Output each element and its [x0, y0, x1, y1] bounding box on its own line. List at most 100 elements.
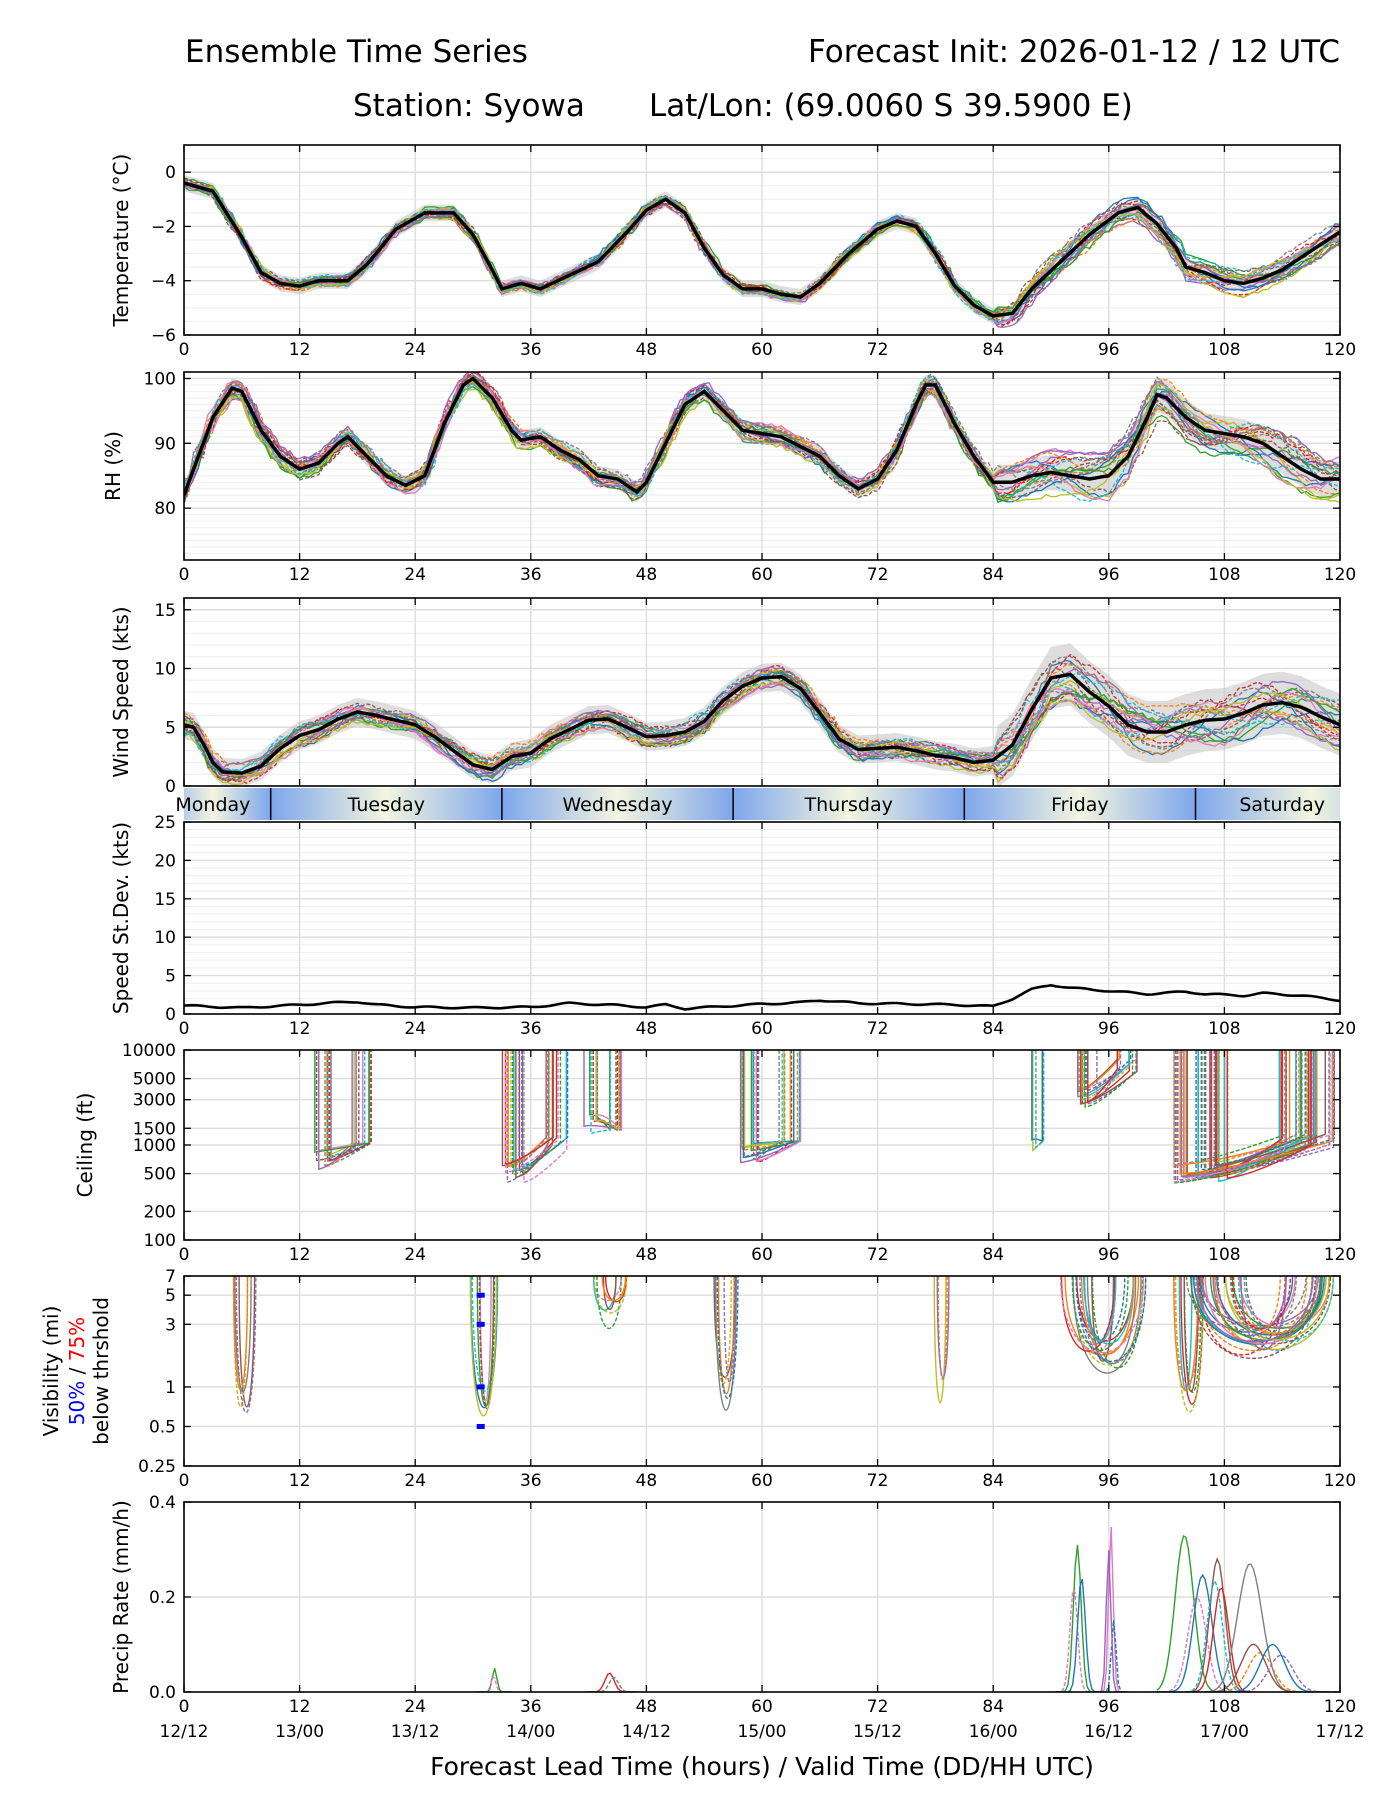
visibility-member-line [1178, 1276, 1193, 1391]
day-strip: Monday Tuesday Wednesday Thursday Friday Satu… [175, 788, 1340, 820]
x-tick-label: 96 [1098, 340, 1120, 360]
y-axis-label: Speed St.Dev. (kts) [109, 822, 133, 1014]
visibility-member-line [1224, 1276, 1327, 1334]
panel-wind: 15 10 5 0 Wind Speed (kts) [109, 597, 1341, 797]
visibility-member-line [936, 1276, 950, 1379]
x-tick-label: 108 [1208, 340, 1240, 360]
y-tick-label: 5 [165, 718, 176, 738]
x-tick-label: 108 [1208, 1471, 1240, 1491]
ensemble-member-line [184, 670, 1340, 780]
precip-member-line [1205, 1643, 1302, 1692]
y-axis-label: below thrshold [89, 1297, 113, 1445]
panel-speed_sd: 0 12 24 36 48 60 72 84 96 108 120 25 20 15 10 5 0 Speed S… [109, 813, 1356, 1039]
x-tick-label: 24 [404, 565, 426, 585]
ensemble-member-line [184, 681, 1340, 777]
y-axis-label: Visibility (mi) [39, 1306, 63, 1437]
visibility-member-line [717, 1276, 735, 1395]
ceiling-member-line [1176, 1050, 1335, 1181]
x-tick-label: 12 [289, 340, 311, 360]
ceiling-member-line [1226, 1050, 1312, 1179]
visibility-member-line [593, 1276, 628, 1314]
visibility-member-line [1071, 1276, 1129, 1352]
visibility-member-line [1080, 1276, 1135, 1355]
y-tick-label: 10 [154, 928, 176, 948]
x-tick-label: 108 [1208, 565, 1240, 585]
day-band [501, 788, 734, 820]
x-tick-label: 60 [751, 1471, 773, 1491]
visibility-member-line [714, 1276, 738, 1411]
ceiling-member-line [755, 1050, 802, 1162]
day-band [184, 788, 271, 820]
y-tick-label: 10000 [122, 1041, 176, 1061]
ensemble-member-line [184, 655, 1340, 778]
y-axis-label: Ceiling (ft) [73, 1093, 97, 1198]
p50-legend-label: 50% [65, 1381, 89, 1425]
x-tick-label: 12 [289, 1019, 311, 1039]
visibility-member-line [1083, 1276, 1117, 1342]
x-tick-label: 24 [404, 1471, 426, 1491]
x-tick-label: 48 [636, 1019, 658, 1039]
ceiling-member-line [590, 1050, 612, 1135]
day-band [1195, 788, 1340, 820]
ensemble-member-line [184, 673, 1340, 775]
ceiling-member-line [1216, 1050, 1282, 1173]
precip-member-line [477, 1676, 512, 1692]
y-tick-label: −4 [151, 272, 176, 292]
plot-content [184, 145, 1340, 335]
x-tick-label: 96 [1098, 1697, 1120, 1717]
ceiling-member-line [1173, 1050, 1286, 1183]
p75-legend-label: 75% [65, 1317, 89, 1361]
x-tick-label: 96 [1098, 1471, 1120, 1491]
ensemble-member-line [184, 664, 1340, 768]
plot-content [184, 1050, 1340, 1240]
visibility-member-line [1075, 1276, 1147, 1363]
y-tick-label: 5 [165, 967, 176, 987]
visibility-member-line [1214, 1276, 1281, 1342]
visibility-member-line [1229, 1276, 1313, 1340]
y-tick-label: 5000 [133, 1070, 176, 1090]
visibility-member-line [1201, 1276, 1319, 1327]
valid-time-label: 16/00 [969, 1722, 1018, 1742]
ceiling-member-line [504, 1050, 559, 1174]
visibility-member-line [238, 1276, 256, 1408]
ceiling-member-line [1200, 1050, 1303, 1171]
panel-temperature: 0 12 24 36 48 60 72 84 96 108 120 0 −2 −4 −6 Temperatur… [109, 144, 1356, 360]
x-tick-label: 36 [520, 1471, 542, 1491]
visibility-member-line [1224, 1276, 1330, 1341]
ceiling-member-line [318, 1050, 357, 1171]
precip-member-line [1094, 1526, 1129, 1692]
ceiling-member-line [510, 1050, 551, 1168]
ceiling-member-line [1213, 1050, 1298, 1168]
visibility-member-line [1174, 1276, 1205, 1413]
ceiling-member-line [518, 1050, 548, 1165]
x-tick-label: 48 [636, 340, 658, 360]
x-tick-label: 48 [636, 1245, 658, 1265]
visibility-member-line [713, 1276, 737, 1378]
x-tick-label: 60 [751, 1697, 773, 1717]
valid-time-label: 13/00 [275, 1722, 324, 1742]
day-label: Tuesday [347, 794, 425, 816]
ceiling-member-line [1182, 1050, 1331, 1179]
y-tick-label: 0 [165, 163, 176, 183]
visibility-member-line [1197, 1276, 1286, 1356]
plot-content [184, 1276, 1340, 1466]
x-tick-label: 48 [636, 1697, 658, 1717]
valid-time-label: 17/00 [1200, 1722, 1249, 1742]
ensemble-member-line [184, 681, 1340, 778]
y-tick-label: 0 [165, 777, 176, 797]
day-strip-content [184, 788, 1340, 820]
x-tick-label: 48 [636, 1471, 658, 1491]
visibility-member-line [232, 1276, 249, 1391]
day-band [733, 788, 965, 820]
precip-member-line [1055, 1578, 1100, 1692]
legend-separator: / [65, 1361, 89, 1380]
visibility-member-line [476, 1276, 495, 1407]
ceiling-member-line [753, 1050, 801, 1145]
visibility-member-line [1185, 1276, 1307, 1331]
x-tick-label: 96 [1098, 1245, 1120, 1265]
ensemble-member-line [184, 375, 1340, 500]
x-axis-label: Forecast Lead Time (hours) / Valid Time … [430, 1752, 1094, 1781]
x-tick-label: 0 [179, 1245, 190, 1265]
y-axis-label: Precip Rate (mm/h) [109, 1500, 133, 1694]
x-tick-label: 84 [982, 1019, 1004, 1039]
